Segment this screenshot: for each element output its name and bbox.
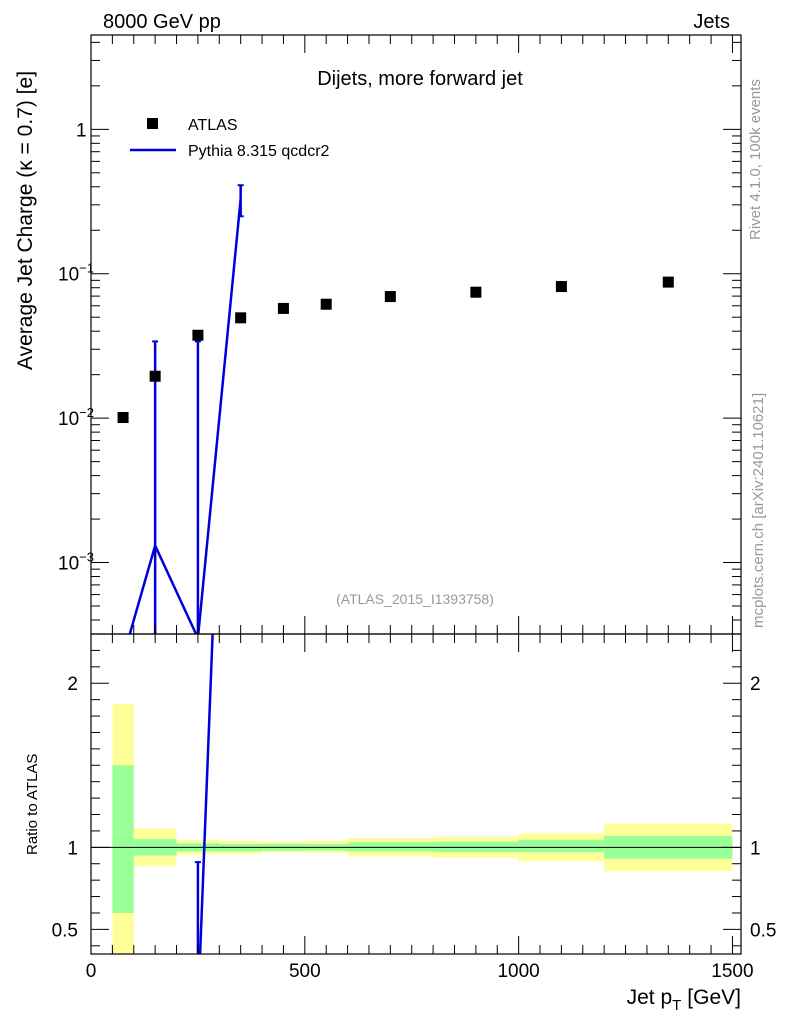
main-data-series <box>117 276 674 424</box>
axis-ticks <box>90 35 741 954</box>
ratio-y-tick-label: 0.5 <box>750 920 776 941</box>
ratio-mc-series <box>194 634 214 954</box>
atlas-data-point <box>149 370 161 382</box>
header-left: 8000 GeV pp <box>103 11 221 33</box>
atlas-data-point <box>384 291 396 303</box>
analysis-id: (ATLAS_2015_I1393758) <box>336 591 494 607</box>
x-tick-label: 1000 <box>497 961 539 982</box>
x-tick-label: 1500 <box>711 961 753 982</box>
x-axis-label: Jet pT [GeV] <box>627 986 741 1014</box>
y-tick-label: 10−2 <box>58 405 94 430</box>
ratio-y-tick-label: 1 <box>750 838 761 859</box>
rivet-label: Rivet 4.1.0, 100k events <box>747 79 764 240</box>
atlas-data-point <box>192 329 204 341</box>
ratio-y-tick-label: 2 <box>67 674 78 695</box>
main-mc-series <box>128 184 244 634</box>
x-tick-labels: 0 500 1000 1500 <box>86 961 754 982</box>
header-right: Jets <box>693 11 730 33</box>
main-y-tick-labels: 10−3 10−2 10−1 1 <box>58 120 94 574</box>
ratio-y-tick-label: 2 <box>750 674 761 695</box>
y-tick-label: 10−1 <box>58 261 94 286</box>
ratio-y-tick-label: 1 <box>67 838 78 859</box>
atlas-data-point <box>470 286 482 298</box>
ratio-frame <box>90 633 742 955</box>
inner-band <box>518 839 605 853</box>
main-y-label: Average Jet Charge (κ = 0.7) [e] <box>14 71 37 370</box>
ratio-y-label: Ratio to ATLAS <box>24 754 41 855</box>
x-tick-label: 500 <box>289 961 321 982</box>
atlas-data-point <box>555 281 567 293</box>
inner-band <box>112 765 134 913</box>
y-tick-label: 1 <box>76 120 87 141</box>
atlas-data-point <box>117 412 129 424</box>
atlas-data-point <box>235 312 247 324</box>
legend-atlas-label: ATLAS <box>188 117 238 134</box>
atlas-data-point <box>662 276 674 288</box>
x-tick-label: 0 <box>86 961 97 982</box>
mc-line <box>128 198 242 634</box>
atlas-data-point <box>320 298 332 310</box>
y-tick-label: 10−3 <box>58 550 94 575</box>
plot-title: Dijets, more forward jet <box>317 68 523 90</box>
legend-atlas-marker <box>147 118 158 129</box>
legend: ATLAS Pythia 8.315 qcdcr2 <box>130 117 330 160</box>
ratio-y-tick-labels: 0.5 0.5 1 1 2 2 <box>52 674 777 941</box>
legend-pythia-label: Pythia 8.315 qcdcr2 <box>188 143 330 160</box>
source-label: mcplots.cern.ch [arXiv:2401.10621] <box>750 393 767 628</box>
ratio-y-tick-label: 0.5 <box>52 920 78 941</box>
atlas-data-point <box>277 302 289 314</box>
